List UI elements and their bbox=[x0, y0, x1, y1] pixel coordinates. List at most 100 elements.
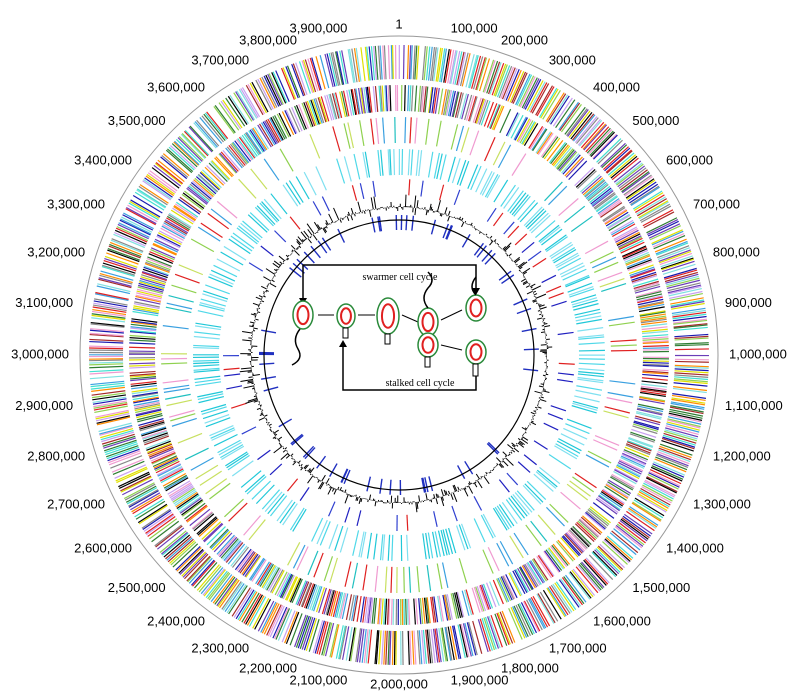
gene-stripe bbox=[483, 60, 496, 93]
gene-stripe bbox=[548, 185, 568, 206]
gene-stripe bbox=[472, 97, 482, 123]
gene-stripe bbox=[304, 59, 317, 93]
gene-stripe bbox=[106, 446, 140, 460]
gene-stripe bbox=[226, 453, 249, 469]
gene-stripe bbox=[243, 133, 260, 156]
gene-stripe bbox=[132, 495, 163, 515]
gene-stripe bbox=[611, 473, 635, 488]
gene-stripe bbox=[641, 328, 668, 333]
gene-stripe bbox=[148, 446, 174, 458]
position-label: 900,000 bbox=[725, 295, 772, 310]
skew-spike bbox=[519, 440, 525, 446]
gene-stripe bbox=[127, 204, 158, 223]
position-label: 1,800,000 bbox=[501, 660, 559, 675]
gene-stripe bbox=[519, 120, 534, 144]
gene-stripe bbox=[230, 235, 253, 252]
skew-spike bbox=[447, 215, 451, 222]
gene-stripe bbox=[252, 127, 268, 151]
gene-stripe bbox=[639, 311, 666, 317]
skew-spike bbox=[512, 260, 514, 262]
gene-stripe bbox=[154, 162, 183, 185]
gene-stripe bbox=[235, 589, 255, 620]
gene-stripe bbox=[578, 362, 605, 366]
skew-spike bbox=[265, 290, 267, 293]
gene-stripe bbox=[594, 435, 620, 447]
skew-spike bbox=[437, 494, 440, 498]
skew-spike bbox=[261, 409, 264, 411]
gene-stripe bbox=[138, 185, 168, 206]
skew-spike bbox=[307, 229, 313, 236]
gene-stripe bbox=[618, 236, 643, 249]
gene-stripe bbox=[419, 85, 424, 112]
gene-stripe bbox=[374, 85, 379, 112]
gene-stripe bbox=[578, 519, 599, 538]
gene-stripe bbox=[657, 451, 690, 465]
gene-stripe bbox=[671, 397, 706, 404]
skew-spike bbox=[300, 231, 308, 240]
gene-stripe bbox=[182, 552, 208, 578]
gene-stripe bbox=[604, 406, 630, 414]
gene-stripe bbox=[466, 622, 477, 656]
skew-spike bbox=[255, 318, 259, 321]
skew-spike bbox=[532, 290, 537, 293]
gene-stripe bbox=[132, 194, 163, 214]
gene-stripe bbox=[318, 621, 329, 655]
gene-stripe bbox=[275, 608, 291, 640]
gene-stripe bbox=[295, 104, 307, 130]
gene-stripe bbox=[460, 623, 470, 658]
gene-stripe bbox=[113, 233, 146, 249]
skew-spike bbox=[473, 482, 478, 488]
gene-stripe bbox=[359, 87, 365, 114]
gene-stripe bbox=[131, 494, 162, 513]
gene-stripe bbox=[92, 304, 127, 312]
gene-stripe bbox=[370, 46, 376, 81]
gene-stripe bbox=[153, 456, 178, 469]
skew-spike bbox=[463, 487, 469, 497]
gene-stripe bbox=[150, 249, 175, 261]
gene-stripe bbox=[210, 427, 235, 439]
gene-stripe bbox=[636, 295, 663, 303]
skew-spike bbox=[242, 339, 252, 342]
gene-stripe bbox=[169, 540, 196, 564]
gene-stripe bbox=[615, 229, 639, 243]
position-label: 3,100,000 bbox=[15, 295, 73, 310]
gene-stripe bbox=[255, 561, 270, 585]
gene-stripe bbox=[480, 514, 494, 539]
gene-stripe bbox=[505, 112, 519, 137]
skew-spike bbox=[324, 226, 327, 229]
gene-stripe bbox=[447, 49, 455, 84]
gene-stripe bbox=[577, 327, 604, 332]
skew-spike bbox=[269, 426, 272, 429]
gene-stripe bbox=[130, 380, 157, 385]
gene-stripe bbox=[322, 622, 333, 656]
gene-stripe bbox=[303, 102, 314, 127]
skew-spike bbox=[319, 480, 321, 482]
inner-mark bbox=[378, 216, 383, 232]
skew-spike bbox=[542, 318, 546, 320]
gene-stripe bbox=[415, 45, 420, 80]
gene-stripe bbox=[533, 440, 548, 450]
gene-stripe bbox=[465, 54, 475, 88]
gene-stripe bbox=[437, 88, 444, 115]
gene-stripe bbox=[621, 453, 646, 466]
gene-stripe bbox=[480, 100, 491, 126]
gene-stripe bbox=[265, 74, 281, 107]
gene-stripe bbox=[196, 119, 220, 147]
gene-stripe bbox=[528, 81, 546, 112]
position-label: 1,300,000 bbox=[693, 496, 751, 511]
gene-stripe bbox=[301, 582, 313, 608]
gene-stripe bbox=[595, 498, 618, 515]
inner-mark bbox=[302, 445, 315, 458]
gene-stripe bbox=[129, 339, 156, 342]
gene-stripe bbox=[624, 251, 649, 263]
gene-stripe bbox=[625, 444, 651, 456]
gene-stripe bbox=[639, 396, 665, 403]
gene-stripe bbox=[571, 527, 591, 547]
gene-stripe bbox=[521, 241, 535, 254]
skew-spike bbox=[259, 413, 264, 416]
gene-stripe bbox=[168, 212, 192, 228]
gene-stripe bbox=[326, 590, 335, 616]
inner-mark bbox=[366, 476, 372, 492]
skew-spike bbox=[297, 246, 300, 248]
gene-stripe bbox=[623, 248, 648, 260]
